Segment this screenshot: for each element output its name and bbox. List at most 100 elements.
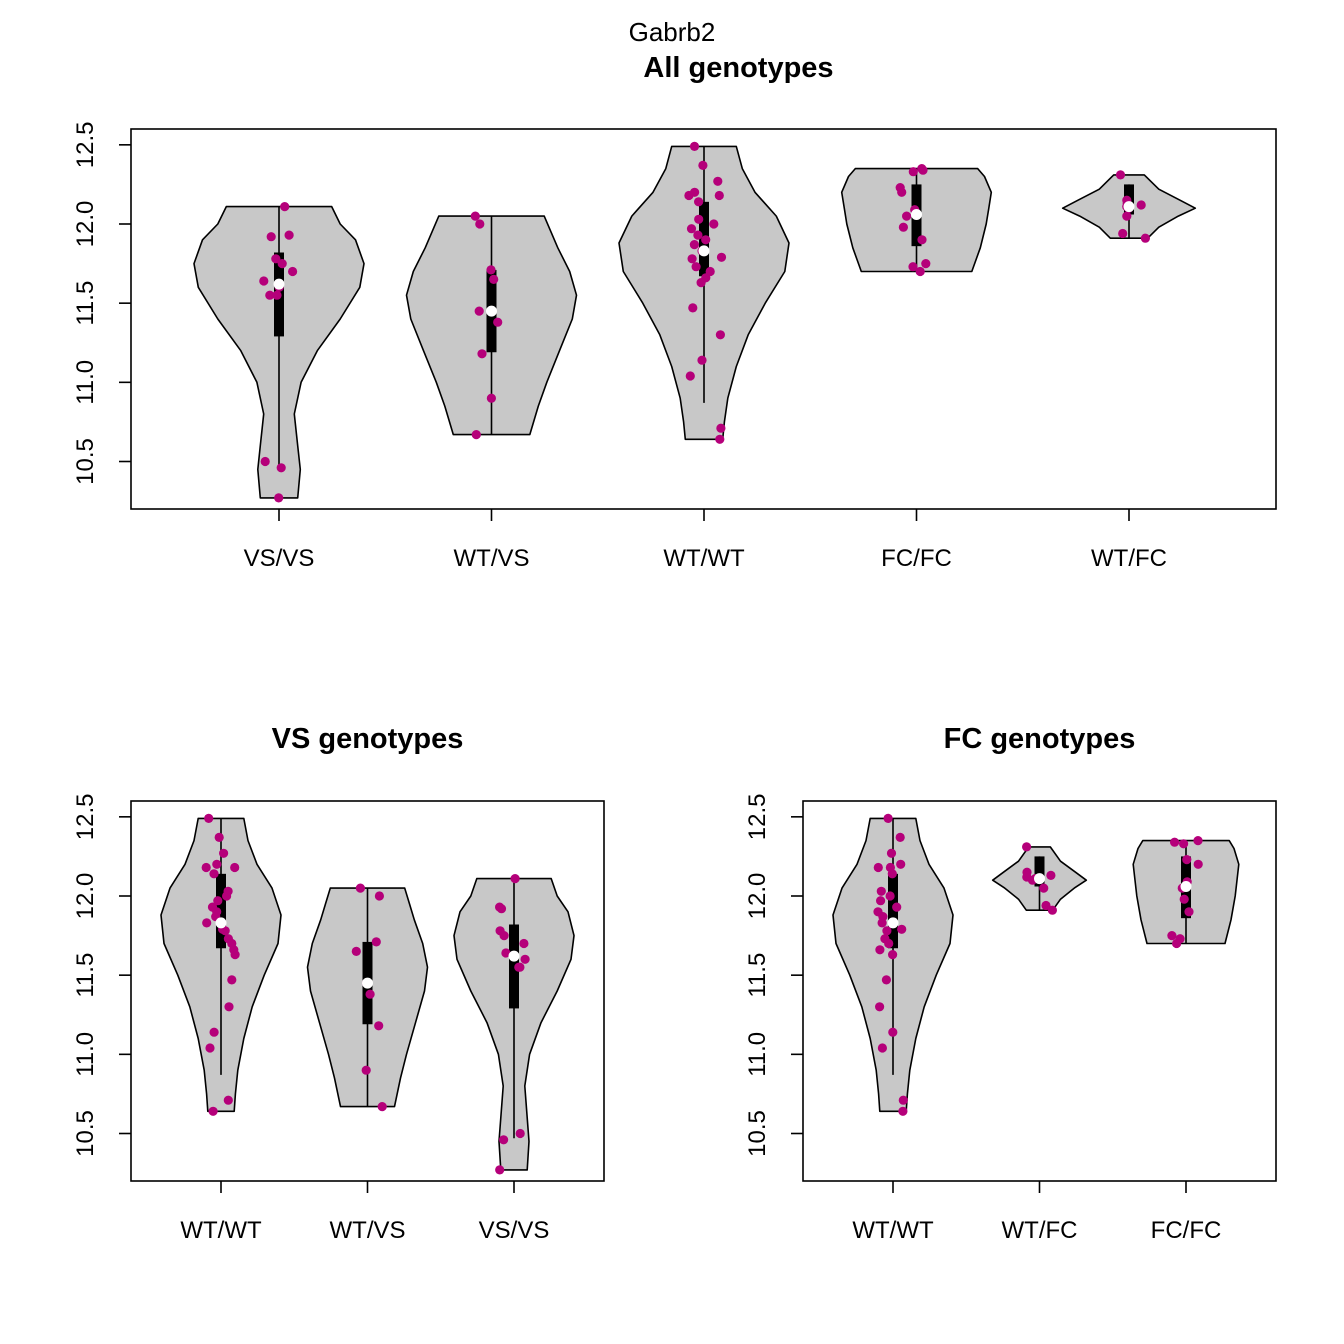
data-point — [883, 813, 893, 824]
data-point — [274, 493, 284, 503]
data-point — [212, 859, 222, 869]
data-point — [698, 160, 708, 170]
data-point — [499, 1135, 509, 1145]
data-point — [687, 254, 697, 264]
data-point — [377, 1102, 387, 1112]
violin-group-wt-wt — [618, 141, 790, 444]
data-point — [284, 230, 294, 240]
data-point — [714, 190, 724, 201]
data-point — [520, 954, 530, 964]
x-category-label: WT/WT — [663, 545, 745, 572]
data-point — [694, 197, 704, 207]
violin-group-wt-wt — [832, 813, 954, 1116]
data-point — [917, 235, 927, 245]
data-point — [1041, 900, 1051, 911]
y-tick-label: 12.0 — [72, 201, 99, 248]
data-point — [260, 456, 270, 467]
data-point — [877, 1043, 888, 1053]
data-point — [709, 219, 719, 229]
y-tick-label: 11.0 — [72, 360, 99, 405]
y-tick-label: 11.0 — [72, 1032, 99, 1077]
data-point — [876, 896, 886, 906]
data-point — [495, 902, 505, 912]
data-point — [902, 211, 912, 221]
data-point — [271, 254, 281, 264]
chart-panel-3: FC genotypes 10.5 11.0 11.5 12.0 12.5 WT/WT WT/… — [744, 723, 1277, 1244]
violin-group-vs-vs — [453, 874, 575, 1175]
median-marker — [1123, 201, 1135, 213]
data-point — [374, 891, 384, 901]
data-point — [474, 306, 484, 316]
data-point — [1022, 842, 1032, 852]
median-marker — [362, 977, 373, 989]
data-point — [1193, 836, 1203, 846]
data-point — [515, 1128, 525, 1139]
median-marker — [1180, 881, 1192, 892]
data-point — [470, 211, 480, 221]
iqr-box — [888, 873, 898, 949]
violin-group-fc-fc — [840, 164, 993, 277]
iqr-box — [1034, 856, 1045, 887]
data-point — [892, 902, 902, 912]
data-point — [908, 167, 918, 177]
data-point — [688, 303, 698, 313]
data-point — [705, 266, 715, 277]
data-point — [882, 926, 892, 936]
median-marker — [911, 209, 922, 220]
data-point — [223, 886, 233, 896]
median-marker — [887, 917, 899, 929]
data-point — [351, 946, 361, 957]
data-point — [202, 918, 212, 928]
median-marker — [1034, 873, 1045, 885]
data-point — [873, 862, 883, 873]
panels: All genotypes 10.5 11.0 11.5 12.0 12.5 VS/VS WT… — [72, 52, 1277, 1244]
data-point — [880, 934, 890, 944]
data-point — [486, 265, 496, 275]
data-point — [898, 1095, 908, 1105]
violin-group-wt-vs — [405, 211, 578, 440]
data-point — [471, 430, 481, 440]
data-point — [691, 262, 701, 272]
data-point — [1122, 211, 1132, 221]
violin-group-fc-fc — [1132, 836, 1240, 949]
data-point — [204, 813, 214, 824]
data-point — [1118, 228, 1128, 239]
data-point — [895, 183, 905, 193]
data-point — [1193, 859, 1203, 869]
figure-title: Gabrb2 — [629, 17, 716, 47]
data-point — [219, 848, 229, 858]
data-point — [701, 235, 711, 245]
data-point — [214, 832, 224, 843]
data-point — [1039, 883, 1049, 893]
data-point — [689, 240, 700, 250]
iqr-box — [509, 924, 519, 1009]
data-point — [501, 948, 511, 958]
data-point — [697, 355, 707, 365]
data-point — [885, 862, 896, 873]
data-point — [895, 832, 905, 843]
x-category-label: VS/VS — [244, 545, 315, 572]
data-point — [288, 266, 298, 277]
data-point — [209, 1027, 219, 1037]
data-point — [486, 393, 496, 403]
data-point — [1046, 870, 1056, 881]
violin-group-vs-vs — [193, 202, 365, 503]
data-point — [272, 290, 282, 300]
data-point — [915, 266, 925, 277]
data-point — [1136, 200, 1146, 210]
y-tick-label: 11.5 — [72, 953, 99, 998]
data-point — [1140, 233, 1150, 243]
x-category-label: WT/FC — [1091, 545, 1167, 572]
data-point — [715, 434, 725, 444]
panel-title: All genotypes — [643, 52, 833, 84]
data-point — [510, 874, 520, 884]
data-point — [875, 1002, 885, 1012]
median-marker — [486, 305, 497, 317]
data-point — [209, 869, 219, 879]
y-tick-label: 10.5 — [744, 1110, 771, 1157]
data-point — [280, 202, 290, 212]
data-point — [1182, 855, 1192, 865]
data-point — [266, 232, 276, 242]
median-marker — [215, 917, 227, 929]
data-point — [886, 848, 897, 858]
